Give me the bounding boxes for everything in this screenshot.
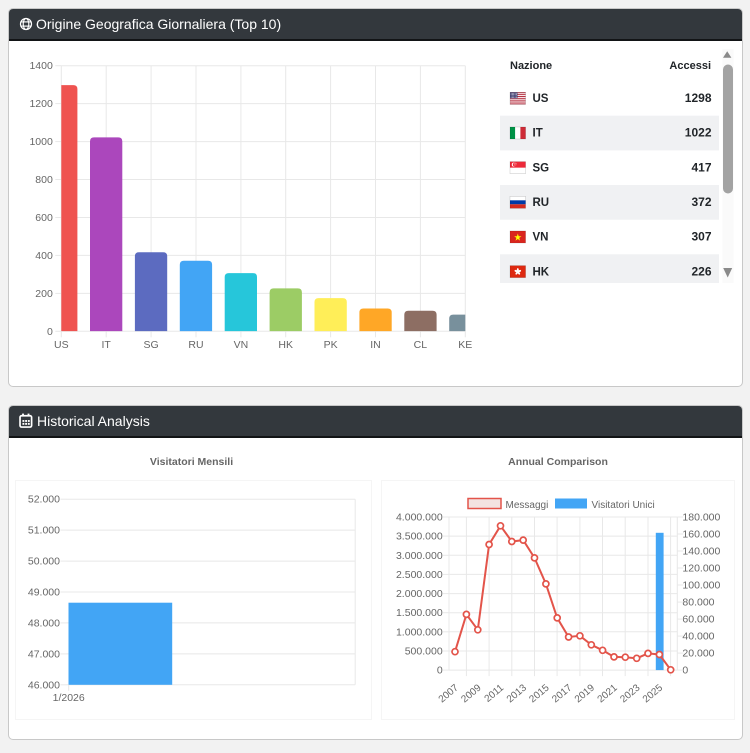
svg-text:47.000: 47.000	[28, 648, 60, 660]
svg-text:48.000: 48.000	[28, 617, 60, 629]
svg-text:VN: VN	[234, 339, 249, 351]
svg-text:4.000.000: 4.000.000	[396, 511, 443, 523]
svg-text:40.000: 40.000	[682, 630, 714, 642]
svg-text:SG: SG	[533, 162, 550, 174]
svg-text:RU: RU	[188, 339, 203, 351]
svg-text:50.000: 50.000	[28, 555, 60, 567]
svg-text:80.000: 80.000	[682, 596, 714, 608]
svg-text:2015: 2015	[527, 682, 551, 705]
svg-text:3.000.000: 3.000.000	[396, 549, 443, 561]
svg-text:Nazione: Nazione	[510, 60, 552, 72]
svg-text:Messaggi: Messaggi	[506, 500, 549, 511]
svg-text:IN: IN	[370, 339, 381, 351]
svg-text:VN: VN	[533, 231, 549, 243]
svg-text:160.000: 160.000	[682, 528, 720, 540]
svg-text:2007: 2007	[437, 682, 461, 705]
svg-text:2011: 2011	[483, 682, 507, 705]
svg-text:49.000: 49.000	[28, 586, 60, 598]
svg-text:226: 226	[691, 264, 711, 278]
svg-text:500.000: 500.000	[405, 645, 443, 657]
svg-text:SG: SG	[144, 339, 159, 351]
svg-text:IT: IT	[102, 339, 112, 351]
svg-text:CL: CL	[414, 339, 428, 351]
svg-text:2013: 2013	[505, 682, 529, 705]
svg-text:Accessi: Accessi	[669, 60, 711, 72]
svg-text:51.000: 51.000	[28, 524, 60, 536]
svg-text:RU: RU	[533, 197, 550, 209]
svg-text:417: 417	[691, 160, 711, 174]
svg-text:200: 200	[35, 288, 53, 300]
svg-text:180.000: 180.000	[682, 511, 720, 523]
svg-text:2.500.000: 2.500.000	[396, 568, 443, 580]
svg-text:0: 0	[682, 664, 688, 676]
svg-text:US: US	[54, 339, 69, 351]
svg-text:52.000: 52.000	[28, 493, 60, 505]
svg-text:1000: 1000	[29, 136, 53, 148]
svg-text:372: 372	[691, 195, 711, 209]
svg-text:140.000: 140.000	[682, 545, 720, 557]
svg-text:20.000: 20.000	[682, 647, 714, 659]
svg-text:3.500.000: 3.500.000	[396, 530, 443, 542]
svg-text:KE: KE	[458, 339, 472, 351]
svg-text:1/2026: 1/2026	[53, 691, 85, 703]
svg-text:US: US	[533, 93, 549, 105]
svg-text:307: 307	[691, 229, 711, 243]
svg-text:2.000.000: 2.000.000	[396, 588, 443, 600]
svg-text:46.000: 46.000	[28, 679, 60, 691]
svg-text:800: 800	[35, 174, 53, 186]
svg-text:1400: 1400	[29, 60, 53, 72]
svg-text:400: 400	[35, 250, 53, 262]
svg-text:60.000: 60.000	[682, 613, 714, 625]
svg-text:2021: 2021	[596, 682, 620, 705]
svg-text:100.000: 100.000	[682, 579, 720, 591]
svg-text:HK: HK	[533, 266, 550, 278]
svg-text:1200: 1200	[29, 98, 53, 110]
svg-text:IT: IT	[533, 127, 543, 139]
svg-text:120.000: 120.000	[682, 562, 720, 574]
svg-text:1.500.000: 1.500.000	[396, 607, 443, 619]
svg-text:Visitatori Unici: Visitatori Unici	[592, 500, 655, 511]
svg-text:2023: 2023	[618, 682, 642, 705]
svg-text:600: 600	[35, 212, 53, 224]
svg-text:1022: 1022	[685, 125, 712, 139]
svg-text:2009: 2009	[459, 682, 483, 705]
svg-text:2025: 2025	[641, 682, 665, 705]
svg-text:0: 0	[437, 664, 443, 676]
svg-text:2019: 2019	[573, 682, 597, 705]
svg-text:0: 0	[47, 326, 53, 338]
svg-text:PK: PK	[324, 339, 338, 351]
svg-text:HK: HK	[278, 339, 293, 351]
svg-text:1298: 1298	[685, 91, 712, 105]
svg-text:2017: 2017	[550, 682, 574, 705]
svg-text:1.000.000: 1.000.000	[396, 626, 443, 638]
